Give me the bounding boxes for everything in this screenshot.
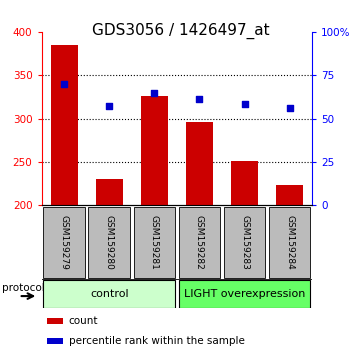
Text: GSM159284: GSM159284 — [285, 215, 294, 270]
Bar — [276, 184, 303, 205]
Text: GSM159279: GSM159279 — [60, 215, 69, 270]
Bar — [186, 122, 213, 205]
Text: GSM159282: GSM159282 — [195, 215, 204, 270]
Bar — [88, 207, 130, 278]
Bar — [47, 318, 63, 324]
Bar — [269, 207, 310, 278]
Text: protocol: protocol — [2, 282, 45, 293]
Point — [151, 91, 157, 96]
Text: control: control — [90, 289, 129, 299]
Bar — [43, 280, 175, 308]
Point — [61, 81, 67, 87]
Text: LIGHT overexpression: LIGHT overexpression — [184, 289, 305, 299]
Text: GSM159283: GSM159283 — [240, 215, 249, 270]
Bar — [179, 207, 220, 278]
Text: percentile rank within the sample: percentile rank within the sample — [69, 336, 244, 346]
Text: GDS3056 / 1426497_at: GDS3056 / 1426497_at — [92, 23, 269, 39]
Bar — [96, 179, 123, 205]
Point — [106, 104, 112, 109]
Bar — [43, 207, 85, 278]
Point — [196, 96, 202, 102]
Bar — [231, 161, 258, 205]
Text: GSM159281: GSM159281 — [150, 215, 159, 270]
Bar — [141, 96, 168, 205]
Bar — [179, 280, 310, 308]
Point — [242, 101, 248, 107]
Bar — [134, 207, 175, 278]
Bar — [51, 45, 78, 205]
Point — [287, 105, 292, 111]
Text: count: count — [69, 316, 98, 326]
Text: GSM159280: GSM159280 — [105, 215, 114, 270]
Bar — [47, 338, 63, 344]
Bar — [224, 207, 265, 278]
